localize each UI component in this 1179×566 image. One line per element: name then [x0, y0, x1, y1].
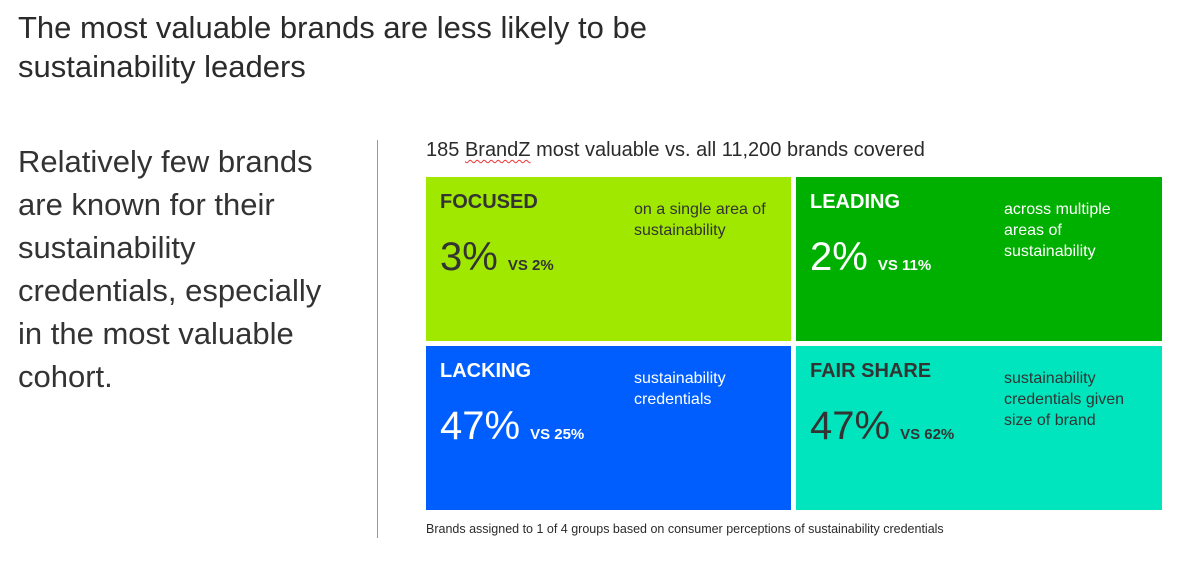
quadrant-comparison: VS 25%: [530, 426, 585, 443]
page-title: The most valuable brands are less likely…: [18, 10, 647, 84]
quadrant-fair-share: FAIR SHARE 47% VS 62% sustainability cred…: [796, 346, 1162, 510]
quadrant-percent: 47% VS 25%: [440, 404, 584, 449]
lead-text: Relatively few brands are known for thei…: [18, 144, 322, 394]
quadrant-name: LACKING: [440, 360, 532, 382]
subtitle-prefix: 185: [426, 139, 465, 161]
quadrant-focused: FOCUSED 3% VS 2% on a single area of sust…: [426, 177, 791, 341]
quadrant-name: FAIR SHARE: [810, 360, 932, 382]
quadrant-value: 2%: [810, 235, 868, 279]
quadrant-value: 3%: [440, 235, 498, 279]
quadrant-percent: 3% VS 2%: [440, 235, 554, 280]
quadrant-description: sustainability credentials given size of…: [1004, 370, 1125, 429]
quadrant-comparison: VS 62%: [900, 426, 955, 443]
quadrant-description: sustainability credentials: [634, 370, 726, 408]
quadrant-value: 47%: [440, 404, 521, 448]
quadrant-name: LEADING: [810, 191, 900, 213]
footnote: Brands assigned to 1 of 4 groups based o…: [426, 522, 944, 536]
chart-subtitle: 185 BrandZ most valuable vs. all 11,200 …: [426, 139, 925, 162]
quadrant-description: across multiple areas of sustainability: [1004, 201, 1111, 260]
quadrant-comparison: VS 2%: [507, 257, 554, 274]
vertical-divider: [377, 140, 378, 538]
quadrant-leading: LEADING 2% VS 11% across multiple areas o…: [796, 177, 1162, 341]
quadrant-name: FOCUSED: [440, 191, 538, 213]
subtitle-suffix: most valuable vs. all 11,200 brands cove…: [530, 139, 925, 161]
quadrant-percent: 2% VS 11%: [810, 235, 931, 280]
quadrant-comparison: VS 11%: [877, 257, 932, 274]
quadrant-description: on a single area of sustainability: [634, 201, 766, 239]
subtitle-brand: BrandZ: [464, 139, 531, 161]
quadrant-lacking: LACKING 47% VS 25% sustainability credent…: [426, 346, 791, 510]
quadrant-value: 47%: [810, 404, 891, 448]
quadrant-percent: 47% VS 62%: [810, 404, 954, 449]
